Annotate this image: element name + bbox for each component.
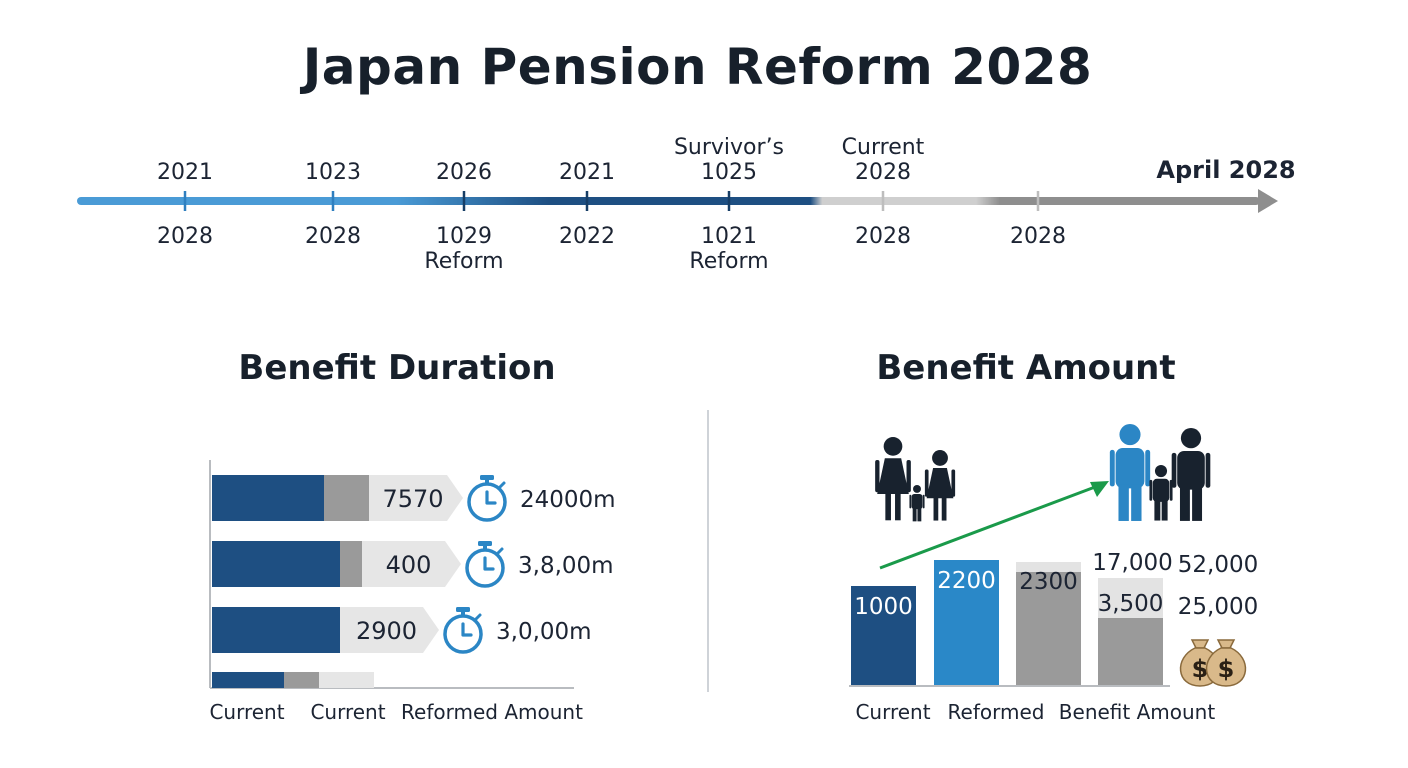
duration-bar-change: [324, 475, 369, 521]
timeline-bottom-label: 2028: [305, 224, 361, 249]
timeline-bottom-label: 2022: [559, 224, 615, 249]
amount-bar-label: 2200: [937, 568, 996, 594]
amount-bar-label: 1000: [854, 594, 913, 620]
money-bag-icon: $: [1205, 639, 1247, 687]
man-icon: [1109, 424, 1151, 521]
woman-icon: [924, 450, 956, 521]
man-icon: [909, 485, 925, 522]
stopwatch-icon: [443, 607, 483, 654]
timeline-top-label: 1023: [305, 160, 361, 185]
svg-text:$: $: [1192, 655, 1209, 683]
trend-arrow-line: [879, 485, 1096, 570]
benefit-amount-title: Benefit Amount: [876, 348, 1176, 388]
timeline-top-label: 2026: [436, 160, 492, 185]
duration-bar-reformed: [340, 607, 439, 653]
timeline-bottom-label: 1021: [701, 224, 757, 249]
timeline-line: [77, 197, 1260, 205]
duration-category-label: Reformed Amount: [401, 700, 583, 724]
timeline-top-label: 2028: [855, 160, 911, 185]
woman-icon: [875, 437, 911, 521]
amount-category-label: Current: [855, 700, 930, 724]
duration-bar-reformed: [369, 475, 463, 521]
timeline-top-label: 2021: [157, 160, 213, 185]
amount-bar: [934, 560, 999, 686]
timeline-end-label: April 2028: [1156, 156, 1295, 184]
benefit-duration-chart: 7570 24000m 400 3,8,00m 2900 3,0,00m Current Cu…: [209, 460, 616, 724]
duration-bar-label: 400: [386, 551, 432, 579]
amount-category-label: Benefit Amount: [1059, 700, 1216, 724]
duration-bar-label: 2900: [356, 617, 417, 645]
duration-annotation: 3,8,00m: [518, 553, 614, 579]
amount-bar: [851, 586, 916, 686]
page-title: Japan Pension Reform 2028: [302, 38, 1093, 96]
amount-bar-label: 3,500: [1098, 591, 1164, 617]
duration-annotation: 3,0,00m: [496, 619, 592, 645]
timeline-bottom-label: 2028: [855, 224, 911, 249]
amount-bar: [1016, 572, 1081, 686]
duration-bar-current: [212, 541, 340, 587]
svg-text:$: $: [1218, 655, 1235, 683]
trend-arrow-head: [1090, 481, 1109, 497]
timeline-top-label: Survivor’s: [674, 135, 784, 160]
timeline-bottom-label: Reform: [424, 249, 503, 274]
duration-bar-change: [340, 541, 362, 587]
timeline-bottom-label: 2028: [157, 224, 213, 249]
timeline-bottom-label: 1029: [436, 224, 492, 249]
timeline-bottom-label: 2028: [1010, 224, 1066, 249]
amount-category-label: Reformed: [948, 700, 1045, 724]
amount-bar-top-label: 17,000: [1092, 550, 1172, 576]
benefit-duration-title: Benefit Duration: [238, 348, 556, 388]
section-divider: [707, 410, 709, 692]
amount-bar: [1098, 618, 1163, 686]
man-icon: [1171, 428, 1211, 521]
duration-bar-reformed: [362, 541, 461, 587]
stopwatch-icon: [465, 541, 505, 588]
duration-bar-label: 7570: [382, 485, 443, 513]
stopwatch-icon: [467, 475, 507, 522]
duration-bar-reformed: [319, 672, 374, 688]
duration-bar-current: [212, 607, 340, 653]
amount-side-value: 25,000: [1178, 594, 1258, 620]
duration-bar-change: [284, 672, 319, 688]
duration-category-label: Current: [310, 700, 385, 724]
timeline-arrow-head: [1258, 189, 1278, 213]
duration-bar-current: [212, 672, 284, 688]
timeline-top-label: Current: [842, 135, 925, 160]
duration-bar-current: [212, 475, 324, 521]
timeline-top-label: 1025: [701, 160, 757, 185]
amount-side-value: 52,000: [1178, 552, 1258, 578]
timeline-bottom-label: Reform: [689, 249, 768, 274]
amount-bar-label: 2300: [1019, 569, 1078, 595]
timeline-top-label: 2021: [559, 160, 615, 185]
man-icon: [1149, 465, 1173, 521]
duration-category-label: Current: [209, 700, 284, 724]
duration-annotation: 24000m: [520, 487, 616, 513]
timeline: April 2028202120281023202820261029Reform…: [77, 135, 1296, 274]
